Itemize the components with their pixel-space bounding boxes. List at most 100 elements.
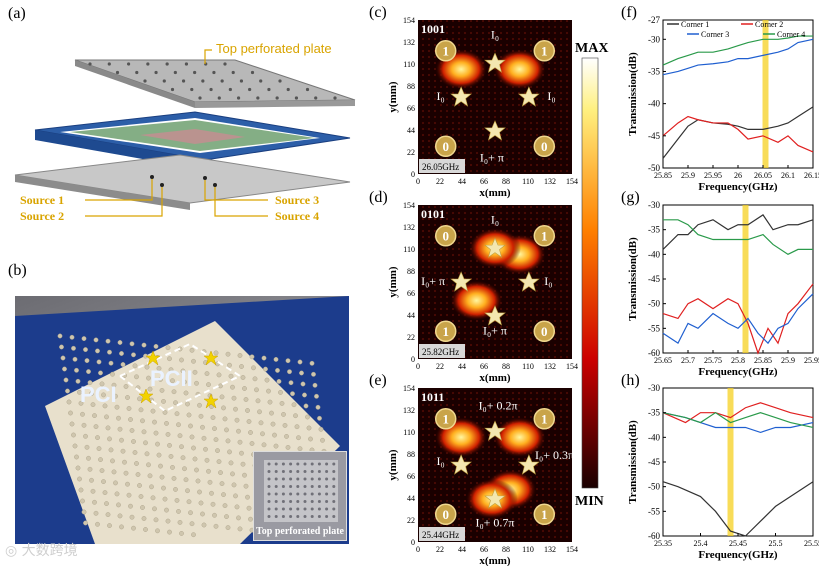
star-icon: [450, 271, 472, 292]
pillar-dot: [201, 522, 207, 528]
inset-hole: [296, 485, 300, 488]
pillar-dot: [171, 389, 177, 395]
pillar-dot: [261, 355, 267, 361]
plate-hole: [115, 70, 120, 75]
pillar-dot: [144, 451, 150, 457]
pillar-dot: [84, 358, 90, 363]
legend-entry: Corner 3: [701, 30, 729, 39]
pillar-dot: [153, 517, 159, 523]
x-tick-label: 25.85: [754, 356, 772, 365]
corner-state-value: 1: [541, 228, 548, 243]
pillar-dot: [146, 462, 151, 468]
inset-hole: [281, 470, 285, 473]
top-plate-face: [74, 59, 356, 103]
inset-hole: [296, 477, 300, 481]
inset-hole: [289, 507, 293, 511]
y-tick-label: -40: [648, 432, 660, 442]
map-code-label: 1001: [421, 22, 445, 36]
pillar-dot: [62, 366, 67, 372]
series-line-corner-2: [662, 283, 814, 355]
y-tick-label: 0: [411, 170, 415, 179]
pillar-dot: [303, 403, 309, 409]
inset-hole: [332, 485, 336, 488]
pillar-dot: [69, 421, 75, 427]
pillar-dot: [59, 344, 64, 350]
x-tick-label: 132: [544, 362, 556, 371]
chart-legend: Corner 1 Corner 2 Corner 3 Corner 4: [667, 20, 805, 39]
series-line-corner-1: [662, 106, 814, 159]
pillar-dot: [134, 461, 139, 466]
pillar-dot: [284, 433, 289, 439]
pillar-dot: [194, 380, 199, 386]
pillar-dot: [171, 475, 177, 481]
pillar-dot: [92, 499, 97, 505]
inset-hole: [332, 500, 336, 503]
pillar-dot: [239, 450, 244, 456]
pillar-dot: [153, 344, 159, 349]
pillar-dot: [128, 503, 133, 509]
pillar-dot: [95, 521, 100, 527]
pillar-dot: [285, 358, 291, 364]
pillar-dot: [314, 393, 319, 399]
pillar-dot: [285, 444, 291, 450]
pillar-dot: [87, 466, 93, 472]
pillar-dot: [138, 407, 144, 413]
pillar-dot: [225, 438, 231, 444]
y-tick-label: -50: [648, 163, 660, 173]
source-1-label: Source 1: [20, 193, 65, 207]
pillar-dot: [237, 353, 243, 358]
plate-hole: [250, 70, 255, 75]
y-tick-label: 132: [403, 223, 415, 232]
pillar-dot: [183, 390, 189, 396]
pillar-dot: [152, 419, 157, 425]
pillar-dot: [240, 375, 246, 380]
pillar-dot: [213, 437, 219, 443]
plot-area: [662, 204, 814, 354]
chart-g: 25.65 25.7 25.75 25.8 25.85 25.9 25.95 -60 -55 -5…: [627, 200, 819, 378]
plate-hole: [209, 87, 213, 92]
colorbar-max-label: MAX: [575, 41, 608, 56]
pcii-label: PCII: [150, 366, 193, 391]
pillar-dot: [141, 342, 147, 348]
pillar-dot: [138, 494, 144, 499]
inset-hole: [274, 500, 278, 503]
plot-area: [662, 387, 814, 537]
pillar-dot: [93, 510, 99, 516]
pillar-dot: [141, 516, 147, 521]
y-tick-label: 154: [403, 384, 415, 393]
corner-state-value: 1: [541, 43, 548, 58]
inset-hole: [267, 485, 271, 488]
star-icon: [484, 237, 506, 258]
pillar-dot: [302, 392, 307, 398]
panel-label-f: (f): [621, 4, 637, 21]
inset-hole: [289, 462, 293, 466]
inset-hole: [267, 477, 271, 481]
field-hotspot: [493, 49, 546, 90]
pillar-dot: [282, 422, 288, 428]
pillar-dot: [176, 422, 181, 428]
pillar-dot: [80, 411, 85, 417]
pillar-dot: [218, 470, 223, 476]
x-tick-label: 88: [502, 177, 510, 186]
pillar-dot: [288, 380, 294, 386]
star-icon: [484, 488, 506, 509]
pillar-dot: [242, 386, 247, 391]
pillar-dot: [96, 446, 102, 452]
plate-hole: [201, 79, 205, 83]
inset-hole: [317, 492, 321, 496]
panel-label-g: (g): [621, 189, 640, 206]
inset-hole: [267, 462, 271, 466]
plate-hole: [248, 87, 252, 92]
pillar-dot: [188, 510, 193, 516]
inset-hole: [317, 485, 321, 488]
inset-hole: [332, 492, 336, 496]
series-line-corner-3: [662, 293, 814, 345]
pillar-dot: [317, 415, 322, 421]
pillar-dot: [287, 369, 292, 375]
pillar-dot: [98, 370, 103, 376]
pillar-dot: [245, 494, 250, 500]
x-axis-label: x(mm): [479, 555, 510, 566]
plate-hole: [165, 62, 169, 66]
pillar-dot: [269, 410, 274, 416]
x-tick-label: 22: [436, 545, 444, 554]
